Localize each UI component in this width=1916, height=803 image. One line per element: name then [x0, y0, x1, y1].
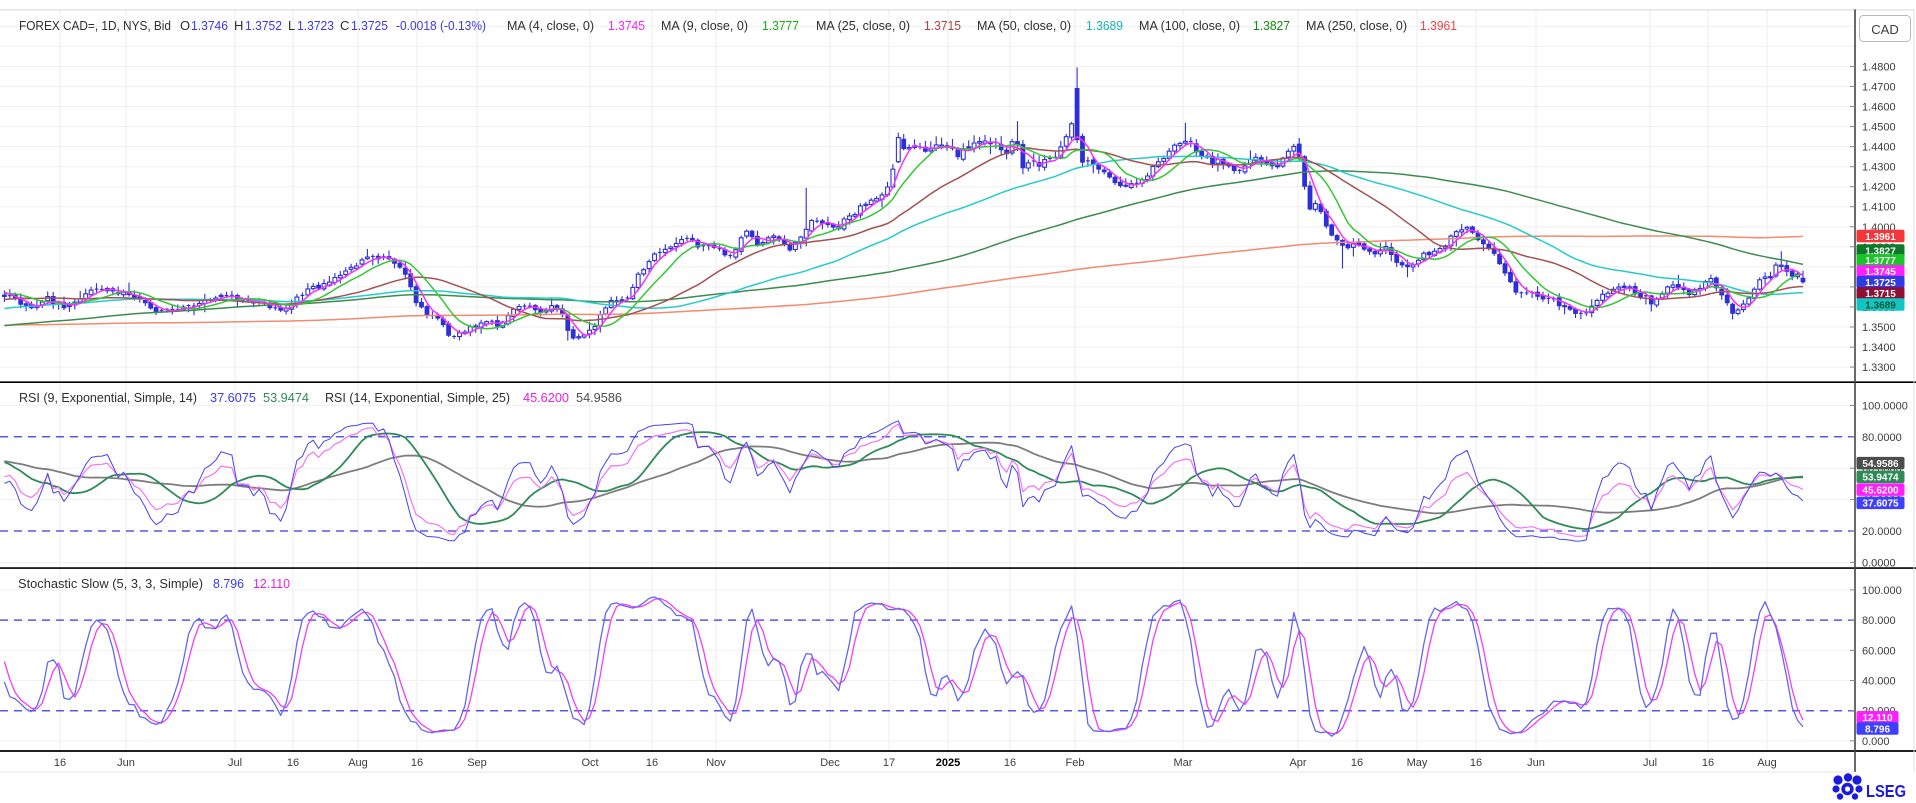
svg-text:1.4700: 1.4700 [1862, 82, 1896, 94]
svg-text:MA (50, close, 0): MA (50, close, 0) [977, 18, 1071, 33]
svg-text:1.4300: 1.4300 [1862, 162, 1896, 174]
svg-text:Jun: Jun [117, 757, 135, 769]
svg-text:54.9586: 54.9586 [1862, 459, 1899, 470]
svg-text:O: O [180, 18, 190, 33]
svg-text:0.0000: 0.0000 [1862, 557, 1896, 569]
svg-text:RSI (14, Exponential, Simple,: RSI (14, Exponential, Simple, 25) [325, 390, 510, 405]
svg-text:12.110: 12.110 [1862, 713, 1892, 724]
svg-text:37.6075: 37.6075 [210, 390, 256, 405]
svg-text:37.6075: 37.6075 [1862, 499, 1899, 510]
svg-text:RSI (9, Exponential, Simple, 1: RSI (9, Exponential, Simple, 14) [19, 390, 197, 405]
svg-text:MA (4, close, 0): MA (4, close, 0) [507, 18, 594, 33]
svg-text:54.9586: 54.9586 [576, 390, 622, 405]
svg-text:20.0000: 20.0000 [1862, 526, 1902, 538]
svg-text:80.000: 80.000 [1862, 615, 1896, 627]
svg-text:100.000: 100.000 [1862, 585, 1902, 597]
svg-text:1.3827: 1.3827 [1865, 246, 1896, 257]
svg-text:16: 16 [1702, 757, 1714, 769]
svg-text:MA (250, close, 0): MA (250, close, 0) [1306, 18, 1407, 33]
svg-text:16: 16 [1351, 757, 1363, 769]
svg-text:53.9474: 53.9474 [1862, 473, 1899, 484]
svg-text:LSEG: LSEG [1866, 781, 1906, 801]
svg-text:1.3300: 1.3300 [1862, 362, 1896, 374]
svg-text:1.3745: 1.3745 [1865, 267, 1896, 278]
svg-text:Dec: Dec [820, 757, 840, 769]
svg-text:1.4800: 1.4800 [1862, 61, 1896, 73]
svg-text:16: 16 [54, 757, 66, 769]
svg-text:40.000: 40.000 [1862, 676, 1896, 688]
svg-text:Aug: Aug [348, 757, 368, 769]
svg-text:Jun: Jun [1527, 757, 1545, 769]
svg-text:1.4200: 1.4200 [1862, 182, 1896, 194]
svg-text:1.3745: 1.3745 [608, 18, 645, 33]
svg-text:1.3725: 1.3725 [351, 18, 388, 33]
svg-text:1.4100: 1.4100 [1862, 202, 1896, 214]
svg-text:53.9474: 53.9474 [263, 390, 309, 405]
svg-text:80.0000: 80.0000 [1862, 432, 1902, 444]
svg-text:1.3777: 1.3777 [1865, 256, 1896, 267]
svg-text:2025: 2025 [936, 757, 960, 769]
svg-text:Aug: Aug [1757, 757, 1777, 769]
svg-text:May: May [1407, 757, 1428, 769]
svg-text:CAD: CAD [1871, 22, 1898, 37]
svg-text:Feb: Feb [1066, 757, 1085, 769]
svg-text:Apr: Apr [1289, 757, 1306, 769]
svg-text:MA (9, close, 0): MA (9, close, 0) [661, 18, 748, 33]
svg-text:17: 17 [883, 757, 895, 769]
svg-text:45.6200: 45.6200 [1862, 485, 1899, 496]
svg-text:1.3961: 1.3961 [1420, 18, 1457, 33]
svg-text:1.3961: 1.3961 [1865, 232, 1896, 243]
svg-text:60.000: 60.000 [1862, 645, 1896, 657]
svg-text:1.3746: 1.3746 [191, 18, 228, 33]
svg-text:1.4400: 1.4400 [1862, 142, 1896, 154]
svg-text:1.3725: 1.3725 [1865, 278, 1896, 289]
svg-text:MA (100, close, 0): MA (100, close, 0) [1139, 18, 1240, 33]
svg-text:1.3827: 1.3827 [1253, 18, 1290, 33]
svg-text:12.110: 12.110 [253, 576, 290, 591]
svg-text:L: L [288, 18, 295, 33]
svg-text:1.4500: 1.4500 [1862, 122, 1896, 134]
svg-text:1.3689: 1.3689 [1086, 18, 1123, 33]
svg-text:Mar: Mar [1174, 757, 1193, 769]
svg-text:45.6200: 45.6200 [523, 390, 569, 405]
svg-text:16: 16 [287, 757, 299, 769]
svg-text:0.000: 0.000 [1862, 736, 1890, 748]
svg-text:Stochastic Slow (5, 3, 3, Simp: Stochastic Slow (5, 3, 3, Simple) [18, 576, 203, 591]
svg-text:1.3400: 1.3400 [1862, 342, 1896, 354]
svg-text:Nov: Nov [706, 757, 726, 769]
svg-text:1.4600: 1.4600 [1862, 102, 1896, 114]
svg-text:1.3752: 1.3752 [245, 18, 282, 33]
svg-text:1.3777: 1.3777 [762, 18, 799, 33]
svg-text:MA (25, close, 0): MA (25, close, 0) [816, 18, 910, 33]
svg-text:1.3715: 1.3715 [924, 18, 961, 33]
svg-text:1.3715: 1.3715 [1865, 289, 1896, 300]
svg-text:8.796: 8.796 [1865, 724, 1890, 735]
svg-text:1.3500: 1.3500 [1862, 322, 1896, 334]
svg-text:Jul: Jul [228, 757, 242, 769]
svg-text:16: 16 [1470, 757, 1482, 769]
svg-text:1.3689: 1.3689 [1865, 300, 1896, 311]
svg-text:1.3723: 1.3723 [297, 18, 334, 33]
svg-text:16: 16 [1004, 757, 1016, 769]
svg-text:-0.0018 (-0.13%): -0.0018 (-0.13%) [396, 18, 486, 33]
svg-text:FOREX CAD=, 1D, NYS, Bid: FOREX CAD=, 1D, NYS, Bid [19, 18, 171, 33]
svg-text:H: H [234, 18, 243, 33]
svg-text:16: 16 [411, 757, 423, 769]
svg-text:16: 16 [646, 757, 658, 769]
svg-text:Jul: Jul [1643, 757, 1657, 769]
svg-text:100.0000: 100.0000 [1862, 400, 1908, 412]
svg-text:8.796: 8.796 [213, 576, 244, 591]
svg-text:Oct: Oct [581, 757, 598, 769]
svg-text:Sep: Sep [467, 757, 487, 769]
svg-text:C: C [340, 18, 349, 33]
